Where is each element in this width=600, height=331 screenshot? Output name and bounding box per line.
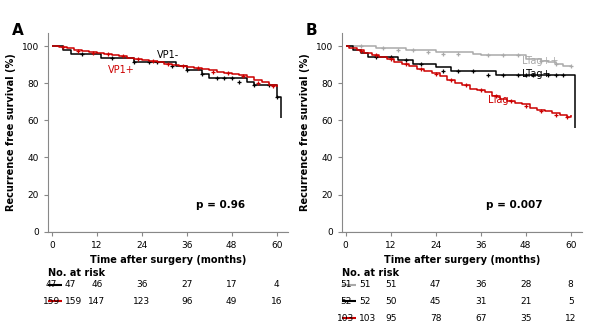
Text: 51: 51	[340, 280, 352, 289]
Text: 27: 27	[181, 280, 193, 289]
Text: 12: 12	[565, 314, 577, 323]
Text: 147: 147	[88, 297, 106, 306]
Text: 50: 50	[385, 297, 397, 306]
Text: 4: 4	[274, 280, 280, 289]
Text: 67: 67	[475, 314, 487, 323]
Text: A: A	[12, 23, 24, 38]
Text: B: B	[306, 23, 317, 38]
Text: 47: 47	[430, 280, 442, 289]
Text: 35: 35	[520, 314, 532, 323]
Text: p = 0.96: p = 0.96	[196, 200, 245, 210]
Y-axis label: Recurrence free survival (%): Recurrence free survival (%)	[300, 54, 310, 211]
Text: p = 0.007: p = 0.007	[487, 200, 543, 210]
Text: 103: 103	[337, 314, 355, 323]
Text: 95: 95	[385, 314, 397, 323]
Text: VP1-: VP1-	[157, 50, 179, 60]
Text: 28: 28	[520, 280, 532, 289]
Text: 31: 31	[475, 297, 487, 306]
Text: 159: 159	[65, 297, 82, 306]
Text: 52: 52	[340, 297, 352, 306]
Text: 123: 123	[133, 297, 151, 306]
Text: 96: 96	[181, 297, 193, 306]
Text: 45: 45	[430, 297, 442, 306]
Text: 46: 46	[91, 280, 103, 289]
Text: LTag-: LTag-	[488, 95, 512, 105]
X-axis label: Time after surgery (months): Time after surgery (months)	[90, 255, 246, 265]
Text: 36: 36	[475, 280, 487, 289]
Text: 49: 49	[226, 297, 238, 306]
X-axis label: Time after surgery (months): Time after surgery (months)	[384, 255, 540, 265]
Text: 51: 51	[359, 280, 370, 289]
Text: No. at risk: No. at risk	[48, 268, 105, 278]
Text: 51: 51	[385, 280, 397, 289]
Text: 5: 5	[568, 297, 574, 306]
Text: 21: 21	[520, 297, 532, 306]
Text: 17: 17	[226, 280, 238, 289]
Text: 159: 159	[43, 297, 61, 306]
Text: 36: 36	[136, 280, 148, 289]
Text: LTag+: LTag+	[522, 69, 551, 79]
Text: 16: 16	[271, 297, 283, 306]
Text: 47: 47	[65, 280, 76, 289]
Text: 103: 103	[359, 314, 376, 323]
Text: LTag++: LTag++	[522, 56, 559, 66]
Text: 47: 47	[46, 280, 58, 289]
Y-axis label: Recurrence free survival (%): Recurrence free survival (%)	[6, 54, 16, 211]
Text: No. at risk: No. at risk	[342, 268, 399, 278]
Text: 52: 52	[359, 297, 370, 306]
Text: 8: 8	[568, 280, 574, 289]
Text: 78: 78	[430, 314, 442, 323]
Text: VP1+: VP1+	[108, 65, 135, 75]
